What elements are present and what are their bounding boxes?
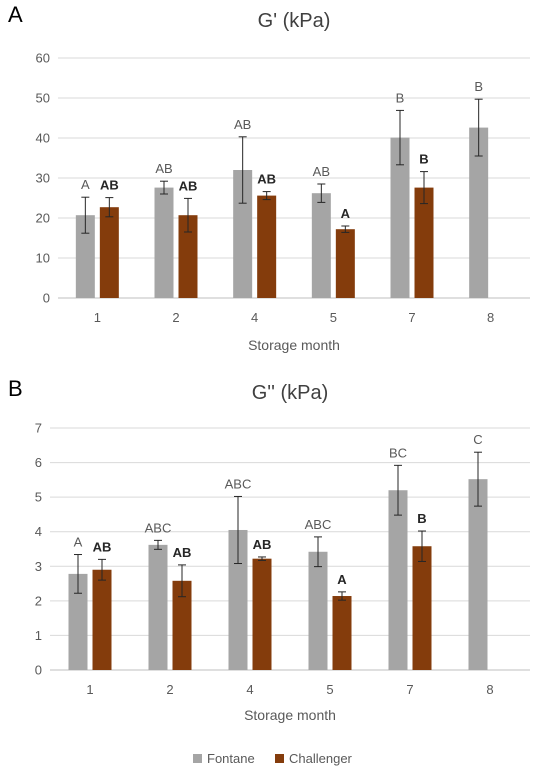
bar: [252, 558, 272, 670]
bar: [332, 596, 352, 670]
panel-a: A G' (kPa) 0 10 20 30 40 50 60 1 2 4 5 7 8 Storage mont…: [8, 2, 530, 353]
bar: [172, 580, 192, 670]
y-tick-label: 40: [36, 131, 50, 146]
significance-label: AB: [155, 161, 172, 176]
x-tick-label: 8: [487, 310, 494, 325]
significance-label: AB: [257, 172, 276, 187]
legend-label: Challenger: [289, 751, 353, 766]
y-tick-label: 0: [35, 663, 42, 678]
significance-label: B: [474, 79, 483, 94]
significance-label: AB: [173, 545, 192, 560]
significance-label: B: [396, 90, 405, 105]
y-tick-label: 3: [35, 559, 42, 574]
significance-label: A: [81, 177, 90, 192]
y-tick-label: 2: [35, 593, 42, 608]
significance-label: A: [74, 535, 83, 550]
panel-letter: B: [8, 376, 23, 401]
x-tick-label: 7: [406, 682, 413, 697]
x-tick-label: 5: [326, 682, 333, 697]
significance-label: AB: [234, 117, 251, 132]
significance-label: C: [473, 432, 482, 447]
significance-label: AB: [93, 539, 112, 554]
y-tick-label: 60: [36, 51, 50, 66]
bar: [178, 215, 198, 298]
x-axis-title: Storage month: [244, 707, 336, 723]
significance-label: AB: [313, 164, 330, 179]
x-tick-label: 1: [94, 310, 101, 325]
y-tick-label: 0: [43, 291, 50, 306]
significance-label: BC: [389, 445, 407, 460]
bar: [335, 229, 355, 298]
significance-label: ABC: [145, 520, 172, 535]
y-tick-label: 50: [36, 91, 50, 106]
y-tick-label: 5: [35, 490, 42, 505]
significance-label: AB: [253, 537, 272, 552]
bar: [99, 207, 119, 298]
x-tick-label: 1: [86, 682, 93, 697]
bar: [233, 170, 253, 298]
x-tick-label: 2: [166, 682, 173, 697]
legend: Fontane Challenger: [193, 751, 353, 766]
significance-label: ABC: [225, 476, 252, 491]
bar: [148, 544, 168, 670]
bar: [92, 569, 112, 670]
bar: [469, 127, 489, 298]
bar: [412, 546, 432, 670]
bar: [75, 215, 95, 298]
bar: [311, 193, 331, 298]
y-tick-label: 1: [35, 628, 42, 643]
legend-swatch: [275, 754, 284, 763]
bar: [228, 529, 248, 670]
panel-letter: A: [8, 2, 23, 27]
y-tick-label: 30: [36, 171, 50, 186]
x-tick-label: 4: [251, 310, 258, 325]
x-tick-label: 4: [246, 682, 253, 697]
bar: [414, 187, 434, 298]
y-tick-label: 10: [36, 251, 50, 266]
x-tick-label: 5: [330, 310, 337, 325]
x-tick-label: 7: [408, 310, 415, 325]
y-tick-label: 7: [35, 421, 42, 436]
significance-label: AB: [179, 178, 198, 193]
bar: [154, 187, 174, 298]
legend-swatch: [193, 754, 202, 763]
chart-title: G'' (kPa): [252, 382, 329, 404]
y-tick-label: 20: [36, 211, 50, 226]
bar: [68, 573, 88, 670]
x-axis-title: Storage month: [248, 337, 340, 353]
bar: [388, 490, 408, 670]
series-fontane: A ABC ABC ABC BC C: [68, 432, 488, 670]
x-tick-label: 8: [486, 682, 493, 697]
bar: [308, 551, 328, 670]
significance-label: A: [341, 206, 351, 221]
bar: [390, 137, 410, 298]
significance-label: AB: [100, 178, 119, 193]
y-tick-label: 6: [35, 455, 42, 470]
significance-label: A: [337, 572, 347, 587]
bar: [468, 479, 488, 670]
significance-label: ABC: [305, 517, 332, 532]
chart-title: G' (kPa): [258, 10, 331, 32]
significance-label: B: [417, 511, 426, 526]
x-tick-label: 2: [172, 310, 179, 325]
bar: [257, 195, 277, 298]
legend-label: Fontane: [207, 751, 255, 766]
significance-label: B: [419, 152, 428, 167]
y-tick-label: 4: [35, 524, 42, 539]
